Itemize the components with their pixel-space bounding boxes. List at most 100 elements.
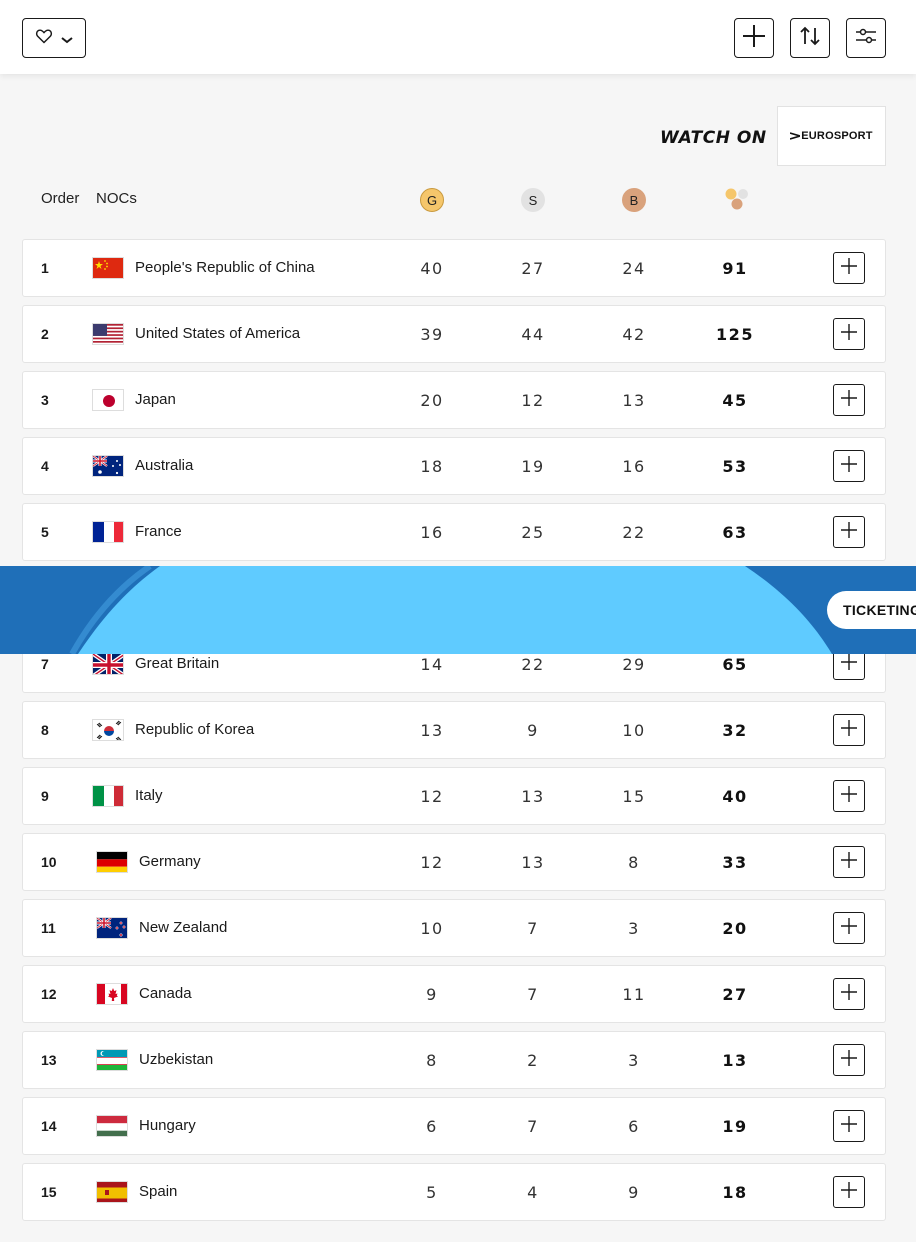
table-row[interactable]: 2 United States of America 39 44 42 125 — [22, 305, 886, 363]
country-name[interactable]: Japan — [135, 391, 176, 408]
china-flag-icon — [92, 257, 124, 279]
expand-row-button[interactable] — [833, 912, 865, 944]
country-name[interactable]: France — [135, 523, 182, 540]
silver-count: 12 — [521, 391, 545, 410]
bronze-count: 8 — [628, 853, 640, 872]
plus-icon — [839, 388, 859, 412]
italy-flag-icon — [92, 785, 124, 807]
expand-row-button[interactable] — [833, 384, 865, 416]
plus-icon — [839, 850, 859, 874]
plus-icon — [839, 1180, 859, 1204]
bronze-count: 42 — [622, 325, 646, 344]
eurosport-logo: EUROSPORT — [790, 130, 873, 142]
plus-icon — [839, 454, 859, 478]
gold-count: 18 — [420, 457, 444, 476]
country-name[interactable]: United States of America — [135, 325, 301, 342]
country-name[interactable]: Canada — [139, 985, 192, 1002]
hungary-flag-icon — [96, 1115, 128, 1137]
country-name[interactable]: Germany — [139, 853, 201, 870]
silver-count: 44 — [521, 325, 545, 344]
expand-row-button[interactable] — [833, 1176, 865, 1208]
country-name[interactable]: Great Britain — [135, 655, 220, 672]
bronze-count: 16 — [622, 457, 646, 476]
expand-row-button[interactable] — [833, 714, 865, 746]
nocs-header[interactable]: NOCs — [96, 190, 137, 207]
table-row[interactable]: 13 Uzbekistan 8 2 3 13 — [22, 1031, 886, 1089]
table-row[interactable]: 12 Canada 9 7 11 27 — [22, 965, 886, 1023]
expand-row-button[interactable] — [833, 516, 865, 548]
table-row[interactable]: 14 Hungary 6 7 6 19 — [22, 1097, 886, 1155]
table-row[interactable]: 8 Republic of Korea 13 9 10 32 — [22, 701, 886, 759]
row-rank: 4 — [41, 458, 49, 474]
row-rank: 13 — [41, 1052, 57, 1068]
total-count: 53 — [722, 457, 748, 476]
table-row[interactable]: 9 Italy 12 13 15 40 — [22, 767, 886, 825]
row-rank: 5 — [41, 524, 49, 540]
ticketing-button[interactable]: TICKETING — [827, 591, 916, 629]
country-name[interactable]: Uzbekistan — [139, 1051, 214, 1068]
table-row[interactable]: 5 France 16 25 22 63 — [22, 503, 886, 561]
bronze-medal-header[interactable]: B — [622, 188, 646, 212]
gold-medal-header[interactable]: G — [420, 188, 444, 212]
ticketing-banner[interactable] — [0, 566, 916, 654]
table-row[interactable]: 4 Australia 18 19 16 53 — [22, 437, 886, 495]
expand-row-button[interactable] — [833, 780, 865, 812]
row-rank: 3 — [41, 392, 49, 408]
plus-icon — [839, 1114, 859, 1138]
heart-icon — [35, 28, 53, 48]
silver-count: 13 — [521, 853, 545, 872]
country-name[interactable]: Australia — [135, 457, 194, 474]
table-row[interactable]: 11 New Zealand 10 7 3 20 — [22, 899, 886, 957]
gold-count: 20 — [420, 391, 444, 410]
sort-button[interactable] — [790, 18, 830, 58]
order-header[interactable]: Order — [41, 190, 80, 207]
expand-row-button[interactable] — [833, 1110, 865, 1142]
uzbekistan-flag-icon — [96, 1049, 128, 1071]
expand-row-button[interactable] — [833, 450, 865, 482]
row-rank: 10 — [41, 854, 57, 870]
favourites-dropdown-button[interactable] — [22, 18, 86, 58]
table-row[interactable]: 10 Germany 12 13 8 33 — [22, 833, 886, 891]
row-rank: 8 — [41, 722, 49, 738]
silver-count: 22 — [521, 655, 545, 674]
expand-row-button[interactable] — [833, 846, 865, 878]
expand-row-button[interactable] — [833, 978, 865, 1010]
gold-count: 39 — [420, 325, 444, 344]
country-name[interactable]: Republic of Korea — [135, 721, 255, 738]
country-name[interactable]: New Zealand — [139, 919, 228, 936]
silver-count: 7 — [527, 919, 539, 938]
row-rank: 2 — [41, 326, 49, 342]
table-row[interactable]: 3 Japan 20 12 13 45 — [22, 371, 886, 429]
banner-wave-graphic — [69, 566, 832, 654]
silver-count: 4 — [527, 1183, 539, 1202]
filter-button[interactable] — [846, 18, 886, 58]
total-count: 45 — [722, 391, 748, 410]
total-medals-icon[interactable] — [723, 186, 751, 212]
country-name[interactable]: Italy — [135, 787, 163, 804]
plus-icon — [839, 520, 859, 544]
chevron-down-icon — [61, 29, 73, 48]
bronze-count: 22 — [622, 523, 646, 542]
country-name[interactable]: Spain — [139, 1183, 178, 1200]
expand-row-button[interactable] — [833, 252, 865, 284]
expand-row-button[interactable] — [833, 1044, 865, 1076]
eurosport-logo-button[interactable]: EUROSPORT — [777, 106, 886, 166]
australia-flag-icon — [92, 455, 124, 477]
expand-row-button[interactable] — [833, 318, 865, 350]
table-row[interactable]: 15 Spain 5 4 9 18 — [22, 1163, 886, 1221]
country-name[interactable]: People's Republic of China — [135, 259, 315, 276]
total-count: 18 — [722, 1183, 748, 1202]
row-rank: 11 — [41, 920, 56, 936]
silver-medal-header[interactable]: S — [521, 188, 545, 212]
bronze-count: 3 — [628, 919, 640, 938]
gold-count: 12 — [420, 787, 444, 806]
japan-flag-icon — [92, 389, 124, 411]
silver-count: 2 — [527, 1051, 539, 1070]
silver-count: 9 — [527, 721, 539, 740]
france-flag-icon — [92, 521, 124, 543]
add-button[interactable] — [734, 18, 774, 58]
plus-icon — [839, 322, 859, 346]
table-row[interactable]: 1 People's Republic of China 40 27 24 91 — [22, 239, 886, 297]
gold-count: 14 — [420, 655, 444, 674]
country-name[interactable]: Hungary — [139, 1117, 196, 1134]
